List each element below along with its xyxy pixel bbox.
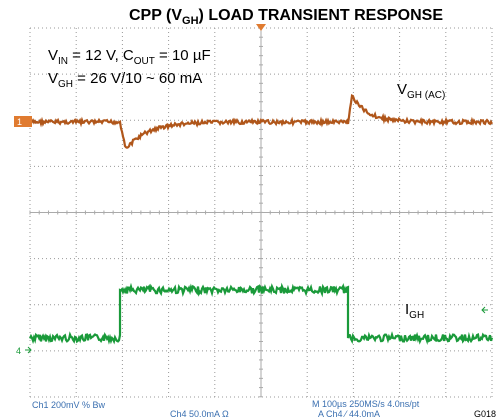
ch1-readout: Ch1 200mV % Bw [32,400,106,410]
ch4-readout: Ch4 50.0mA Ω [170,409,229,419]
trigger-readout: A Ch4 ⁄ 44.0mA [318,409,380,419]
trigger-position-marker [256,24,266,31]
condition-line: VIN = 12 V, COUT = 10 µF [48,47,211,67]
subscript: GH [182,15,199,27]
figure-id: G018 [474,409,496,419]
text-run: V [48,70,58,87]
title: CPP (VGH) LOAD TRANSIENT RESPONSE [129,7,443,27]
subscript: IN [58,56,68,67]
subscript: GH (AC) [407,90,445,101]
subscript: GH [409,310,424,321]
text-run: = 12 V, C [68,47,134,64]
igh-trace [28,282,494,345]
text-run: V [397,81,407,98]
ch1-marker: 1 [17,117,22,127]
timebase-readout: M 100µs 250MS/s 4.0ns/pt [312,399,420,409]
text-run: = 26 V/10 ~ 60 mA [73,70,202,87]
text-run: V [48,47,58,64]
text-run: CPP (V [129,7,182,24]
subscript: GH [58,79,73,90]
subscript: OUT [134,56,155,67]
ch4-marker: 4 [16,346,21,356]
trigger-level-arrow [481,306,488,314]
trace-label: VGH (AC) [397,81,445,101]
text-run: I [405,301,409,318]
text-run: = 10 µF [155,47,211,64]
ch1-marker-box [14,116,32,127]
trace-label: IGH [405,301,424,321]
text-run: ) LOAD TRANSIENT RESPONSE [199,7,444,24]
ch4-arrow [25,346,32,354]
vgh-trace [29,94,493,149]
condition-line: VGH = 26 V/10 ~ 60 mA [48,70,202,90]
